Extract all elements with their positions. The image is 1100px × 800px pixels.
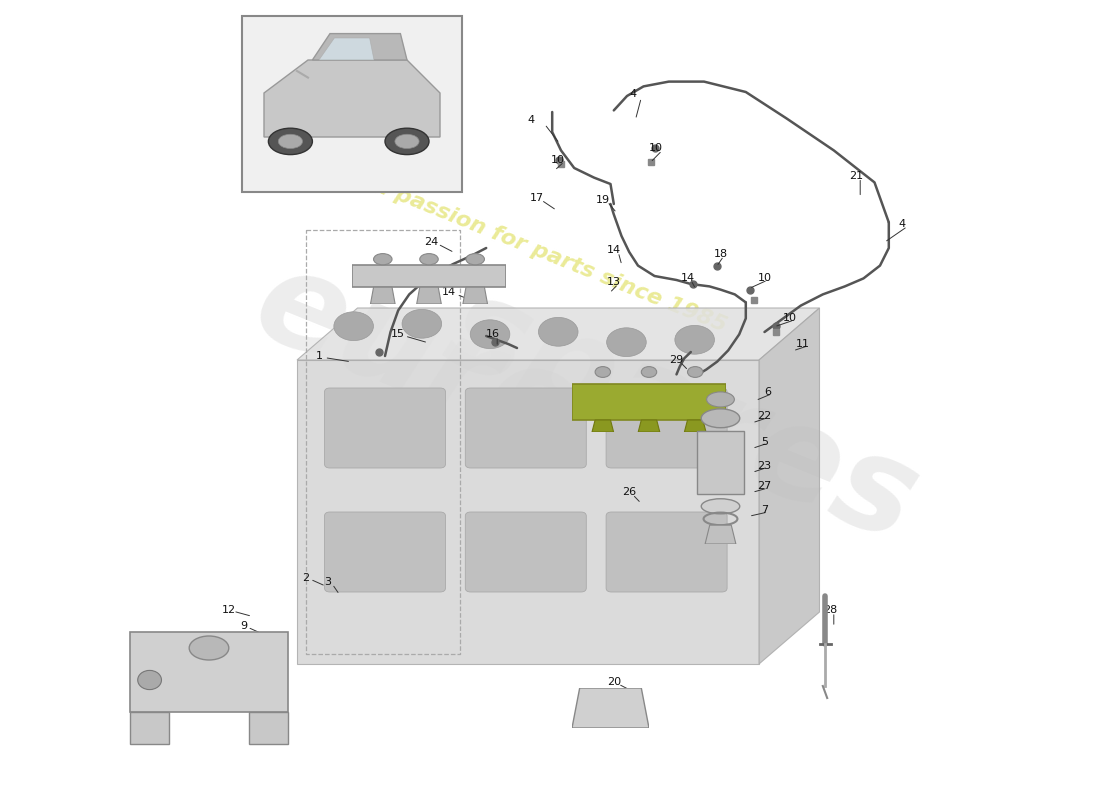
Polygon shape	[297, 360, 759, 664]
Text: 25: 25	[596, 386, 609, 395]
Text: 29: 29	[670, 355, 683, 365]
Text: 10: 10	[783, 314, 796, 323]
FancyBboxPatch shape	[606, 512, 727, 592]
Text: 10: 10	[649, 143, 662, 153]
Text: 19: 19	[596, 195, 609, 205]
Circle shape	[539, 318, 579, 346]
Text: spares: spares	[429, 264, 935, 568]
Text: 24: 24	[425, 237, 438, 246]
Text: 16: 16	[486, 330, 499, 339]
Ellipse shape	[138, 670, 162, 690]
Text: 28: 28	[824, 605, 837, 614]
Text: euro: euro	[236, 238, 600, 482]
Polygon shape	[312, 34, 407, 60]
Text: 8: 8	[214, 698, 221, 707]
Text: 6: 6	[764, 387, 771, 397]
Polygon shape	[297, 308, 820, 360]
Text: 15: 15	[392, 330, 405, 339]
FancyBboxPatch shape	[324, 512, 446, 592]
Bar	[242, 16, 462, 192]
Text: 3: 3	[324, 578, 331, 587]
Circle shape	[675, 326, 715, 354]
Polygon shape	[417, 287, 441, 304]
Polygon shape	[572, 688, 649, 728]
Ellipse shape	[641, 366, 657, 378]
Ellipse shape	[702, 498, 739, 514]
Circle shape	[334, 312, 374, 341]
Text: 5: 5	[761, 437, 768, 446]
Ellipse shape	[385, 128, 429, 154]
Polygon shape	[592, 420, 614, 432]
Text: 10: 10	[758, 274, 771, 283]
Ellipse shape	[595, 366, 610, 378]
Ellipse shape	[395, 134, 419, 149]
Polygon shape	[572, 384, 726, 420]
Circle shape	[471, 320, 510, 349]
Text: 9: 9	[226, 663, 232, 673]
Text: 14: 14	[607, 245, 620, 254]
Text: 13: 13	[607, 277, 620, 286]
Ellipse shape	[706, 392, 735, 407]
Polygon shape	[319, 38, 374, 60]
Text: 22: 22	[758, 411, 771, 421]
Text: 21: 21	[849, 171, 862, 181]
Text: 2: 2	[302, 573, 309, 582]
Text: 1: 1	[316, 351, 322, 361]
Text: 7: 7	[761, 506, 768, 515]
Text: 12: 12	[222, 605, 235, 614]
Text: 9: 9	[241, 621, 248, 630]
Text: 11: 11	[796, 339, 810, 349]
Polygon shape	[759, 308, 820, 664]
Ellipse shape	[374, 254, 392, 265]
Ellipse shape	[702, 409, 739, 428]
Ellipse shape	[278, 134, 303, 149]
Polygon shape	[130, 632, 288, 712]
Text: 23: 23	[758, 461, 771, 470]
FancyBboxPatch shape	[465, 512, 586, 592]
FancyBboxPatch shape	[465, 388, 586, 468]
Circle shape	[403, 310, 442, 338]
Ellipse shape	[420, 254, 438, 265]
Text: 20: 20	[607, 677, 620, 686]
Text: 14: 14	[442, 287, 455, 297]
Polygon shape	[705, 525, 736, 544]
Polygon shape	[130, 712, 169, 744]
Text: 17: 17	[530, 194, 543, 203]
Text: 27: 27	[758, 482, 771, 491]
Text: a passion for parts since 1985: a passion for parts since 1985	[371, 176, 729, 336]
Text: 14: 14	[681, 274, 694, 283]
Ellipse shape	[189, 636, 229, 660]
FancyBboxPatch shape	[324, 388, 446, 468]
Circle shape	[607, 328, 647, 357]
Ellipse shape	[268, 128, 312, 154]
Text: 10: 10	[551, 155, 564, 165]
Text: 26: 26	[623, 487, 636, 497]
Polygon shape	[352, 265, 506, 287]
Polygon shape	[638, 420, 660, 432]
Ellipse shape	[688, 366, 703, 378]
Polygon shape	[684, 420, 706, 432]
FancyBboxPatch shape	[606, 388, 727, 468]
Text: 4: 4	[899, 219, 905, 229]
Text: 4: 4	[629, 90, 636, 99]
Text: 4: 4	[528, 115, 535, 125]
Ellipse shape	[466, 254, 484, 265]
Text: 18: 18	[714, 250, 727, 259]
Polygon shape	[371, 287, 395, 304]
Polygon shape	[463, 287, 487, 304]
Polygon shape	[249, 712, 288, 744]
Polygon shape	[264, 60, 440, 137]
Polygon shape	[697, 431, 744, 494]
